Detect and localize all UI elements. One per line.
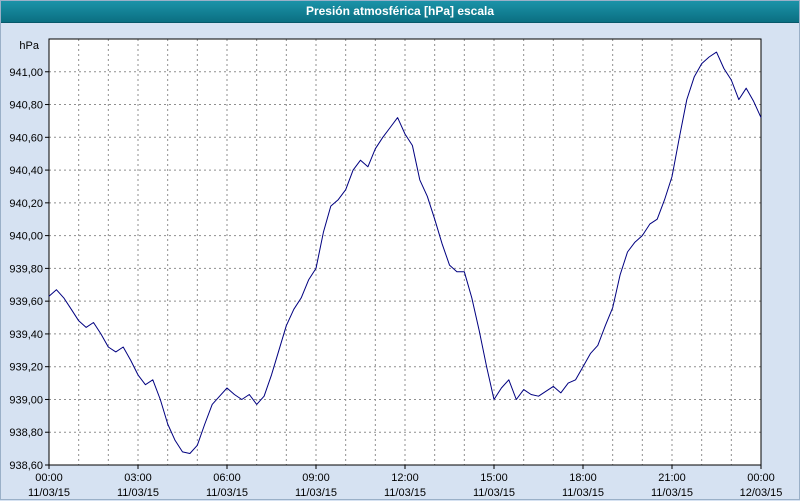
svg-text:09:00: 09:00	[302, 472, 330, 484]
svg-text:939,80: 939,80	[9, 263, 43, 275]
svg-text:11/03/15: 11/03/15	[651, 487, 693, 499]
svg-text:12:00: 12:00	[391, 472, 419, 484]
svg-text:00:00: 00:00	[747, 472, 775, 484]
svg-text:941,00: 941,00	[9, 67, 43, 79]
svg-text:21:00: 21:00	[658, 472, 686, 484]
svg-text:11/03/15: 11/03/15	[117, 487, 159, 499]
svg-text:hPa: hPa	[19, 40, 39, 52]
svg-text:940,20: 940,20	[9, 198, 43, 210]
svg-text:11/03/15: 11/03/15	[562, 487, 604, 499]
pressure-chart-svg: 938,60 938,80 939,00 939,20 939,40 939,60 939,…	[9, 38, 783, 499]
svg-text:938,60: 938,60	[9, 460, 43, 472]
svg-text:940,60: 940,60	[9, 132, 43, 144]
svg-text:11/03/15: 11/03/15	[295, 487, 337, 499]
svg-text:938,80: 938,80	[9, 427, 43, 439]
svg-text:18:00: 18:00	[569, 472, 597, 484]
svg-text:939,60: 939,60	[9, 296, 43, 308]
svg-text:939,40: 939,40	[9, 329, 43, 341]
svg-text:15:00: 15:00	[480, 472, 508, 484]
svg-text:11/03/15: 11/03/15	[206, 487, 248, 499]
svg-text:11/03/15: 11/03/15	[28, 487, 70, 499]
svg-text:940,80: 940,80	[9, 100, 43, 112]
svg-text:00:00: 00:00	[35, 472, 63, 484]
svg-text:11/03/15: 11/03/15	[384, 487, 426, 499]
svg-text:12/03/15: 12/03/15	[740, 487, 783, 499]
pressure-chart: 938,60 938,80 939,00 939,20 939,40 939,60 939,…	[1, 23, 800, 501]
svg-text:940,00: 940,00	[9, 231, 43, 243]
svg-text:03:00: 03:00	[124, 472, 152, 484]
chart-title: Presión atmosférica [hPa] escala	[1, 1, 799, 23]
svg-text:11/03/15: 11/03/15	[473, 487, 515, 499]
svg-text:940,40: 940,40	[9, 165, 43, 177]
svg-text:939,00: 939,00	[9, 394, 43, 406]
svg-text:939,20: 939,20	[9, 362, 43, 374]
svg-text:06:00: 06:00	[213, 472, 241, 484]
